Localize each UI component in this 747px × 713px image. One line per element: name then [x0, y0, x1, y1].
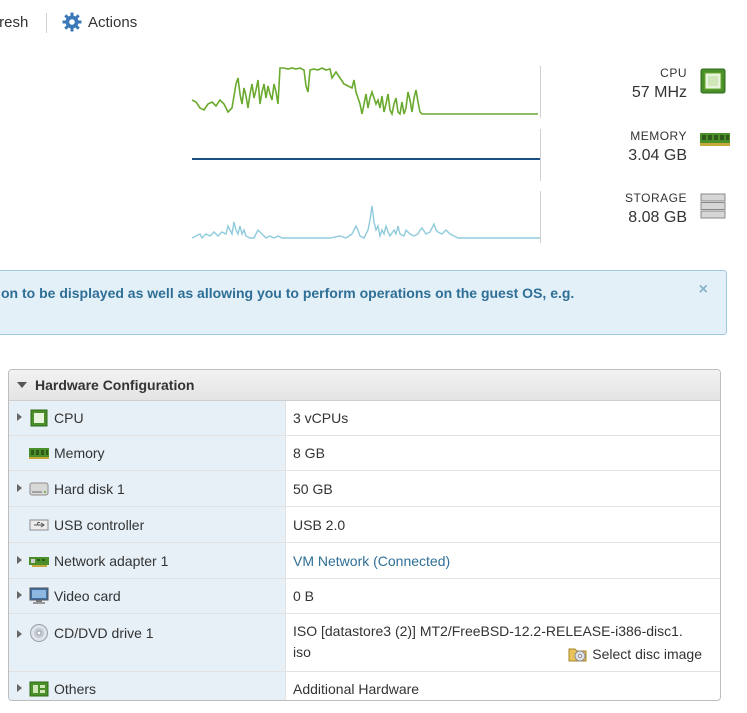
expand-caret-icon[interactable]: [17, 591, 22, 599]
memory-metric-value: 3.04 GB: [628, 147, 687, 164]
network-connection-link[interactable]: VM Network (Connected): [293, 552, 451, 569]
hardware-row-usb-controller: USB controller USB 2.0: [9, 507, 720, 543]
storage-sparkline-border: [540, 191, 541, 243]
hardware-row-value: 3 vCPUs: [293, 410, 349, 426]
hardware-row-memory: Memory 8 GB: [9, 436, 720, 471]
cpu-sparkline-border: [540, 66, 541, 118]
toolbar-divider: [46, 13, 47, 33]
hardware-row-value: 8 GB: [293, 445, 325, 461]
hardware-row-others: Others Additional Hardware: [9, 672, 720, 700]
hardware-configuration-header[interactable]: Hardware Configuration: [9, 370, 720, 401]
hardware-row-value: Additional Hardware: [293, 681, 420, 697]
memory-sparkline: [192, 158, 540, 160]
cd-dvd-iso-path: ISO [datastore3 (2)] MT2/FreeBSD-12.2-RE…: [293, 621, 713, 663]
hardware-row-label: Video card: [54, 588, 121, 604]
memory-metric: MEMORY 3.04 GB: [628, 129, 687, 165]
hardware-row-network-adapter: Network adapter 1 VM Network (Connected): [9, 543, 720, 579]
storage-sparkline: [191, 205, 540, 240]
cd-dvd-icon: [30, 624, 48, 642]
expand-caret-icon[interactable]: [17, 555, 22, 564]
hardware-configuration-title: Hardware Configuration: [35, 377, 195, 393]
hardware-row-label: Network adapter 1: [54, 552, 169, 569]
hardware-row-value: 0 B: [293, 588, 315, 604]
cpu-metric: CPU 57 MHz: [632, 66, 687, 102]
memory-sparkline-border: [540, 129, 541, 181]
expand-caret-icon[interactable]: [17, 413, 22, 421]
hard-disk-icon: [29, 482, 49, 495]
hardware-row-hard-disk: Hard disk 1 50 GB: [9, 471, 720, 507]
cpu-icon: [30, 409, 48, 427]
others-icon: [29, 681, 49, 697]
cpu-sparkline-line: [191, 67, 538, 117]
cpu-sparkline: [191, 67, 538, 117]
memory-metric-label: MEMORY: [630, 129, 687, 143]
video-card-icon: [29, 587, 49, 604]
storage-drive-icon: [700, 193, 726, 219]
actions-button[interactable]: Actions: [62, 12, 137, 32]
hardware-row-video-card: Video card 0 B: [9, 579, 720, 614]
hardware-row-label: USB controller: [54, 516, 145, 533]
memory-icon: [29, 448, 49, 459]
cpu-metric-label: CPU: [660, 66, 687, 80]
usb-icon: [29, 519, 49, 530]
hardware-row-label: Hard disk 1: [54, 480, 125, 497]
expand-caret-icon[interactable]: [17, 630, 22, 638]
hardware-row-value: USB 2.0: [293, 516, 346, 533]
storage-metric: STORAGE 8.08 GB: [625, 191, 687, 227]
expand-caret-icon[interactable]: [17, 684, 22, 692]
expand-caret-icon[interactable]: [17, 483, 22, 492]
hardware-row-label: CPU: [54, 410, 84, 426]
cpu-chip-icon: [700, 68, 726, 94]
network-adapter-icon: [29, 556, 49, 567]
hardware-row-cd-dvd-drive: CD/DVD drive 1 ISO [datastore3 (2)] MT2/…: [9, 614, 720, 672]
info-banner: on to be displayed as well as allowing y…: [0, 270, 727, 335]
info-banner-text: on to be displayed as well as allowing y…: [1, 285, 575, 301]
actions-label: Actions: [88, 13, 138, 31]
hardware-row-label: Others: [54, 681, 97, 697]
iso-path-line-1: ISO [datastore3 (2)] MT2/FreeBSD-12.2-RE…: [293, 623, 683, 639]
gear-icon: [62, 12, 82, 32]
cpu-metric-value: 57 MHz: [631, 84, 687, 101]
hardware-row-value: 50 GB: [293, 480, 333, 497]
hardware-row-label: Memory: [54, 445, 105, 461]
toolbar: fresh Actions: [0, 0, 747, 46]
hardware-row-label: CD/DVD drive 1: [54, 625, 154, 641]
select-disc-image-label: Select disc image: [592, 646, 702, 662]
hardware-row-cpu: CPU 3 vCPUs: [9, 401, 720, 436]
refresh-button[interactable]: fresh: [0, 14, 29, 31]
iso-path-line-2: iso: [293, 644, 311, 660]
memory-module-icon: [700, 133, 730, 146]
storage-metric-value: 8.08 GB: [628, 209, 687, 226]
close-icon[interactable]: ×: [698, 281, 708, 298]
select-disc-image-button[interactable]: Select disc image: [568, 645, 702, 663]
hardware-configuration-panel: Hardware Configuration CPU 3 vCPUs: [8, 369, 721, 701]
collapse-caret-icon[interactable]: [17, 382, 27, 388]
storage-sparkline-line: [191, 205, 540, 240]
folder-disc-icon: [568, 648, 587, 662]
storage-metric-label: STORAGE: [625, 191, 687, 205]
